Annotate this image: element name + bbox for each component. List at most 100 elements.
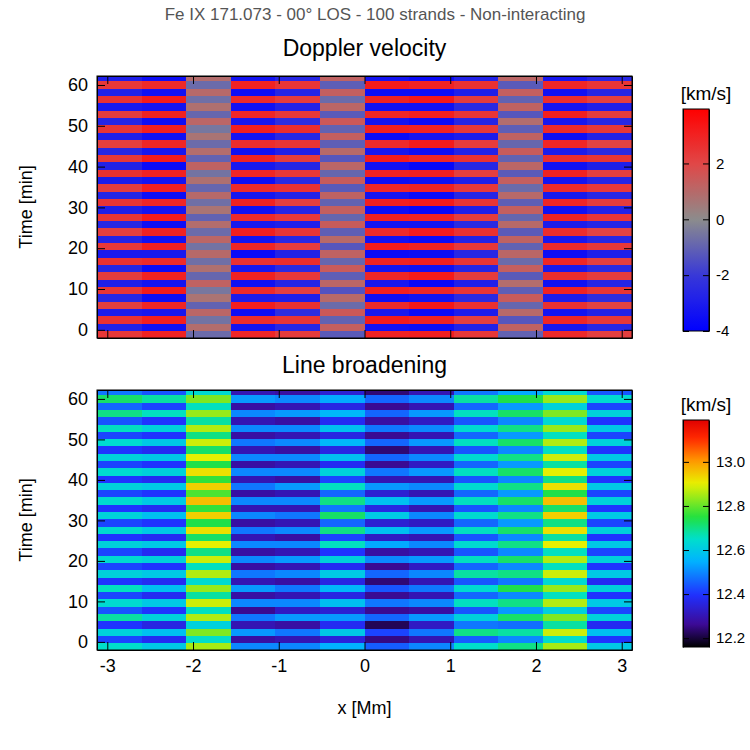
tick: 40 xyxy=(68,470,105,490)
tick-label: 12.4 xyxy=(716,585,745,602)
cell xyxy=(231,439,276,447)
tick-label: 0 xyxy=(716,211,724,228)
cell xyxy=(231,206,276,214)
cell xyxy=(454,395,499,403)
cell xyxy=(186,103,231,111)
cell xyxy=(275,235,320,243)
colorbar-axis-left xyxy=(683,421,689,648)
cell xyxy=(320,110,365,118)
cell xyxy=(543,220,588,228)
axis-line xyxy=(709,421,710,648)
cell xyxy=(498,331,543,338)
tick-mark xyxy=(97,207,105,208)
cell xyxy=(275,446,320,454)
cell xyxy=(320,504,365,512)
cell xyxy=(97,402,142,410)
colorbar-title: [km/s] xyxy=(681,83,732,104)
cell xyxy=(587,563,632,571)
tick xyxy=(193,76,194,84)
colorbar-axis: -4-202 xyxy=(703,110,729,340)
cell xyxy=(498,606,543,614)
cell xyxy=(97,184,142,192)
cell xyxy=(498,220,543,228)
cell xyxy=(587,118,632,126)
cell xyxy=(320,132,365,140)
cell xyxy=(409,294,454,302)
cell xyxy=(231,287,276,295)
tick-label: 1 xyxy=(446,656,456,676)
x-axis: -3-2-10123 xyxy=(98,642,633,676)
cell xyxy=(186,118,231,126)
cell xyxy=(231,584,276,592)
cell xyxy=(365,206,410,214)
cell xyxy=(97,191,142,199)
cell xyxy=(186,548,231,556)
cell xyxy=(543,592,588,600)
cell xyxy=(142,504,187,512)
cell xyxy=(454,468,499,476)
tick xyxy=(365,330,366,338)
axis-line xyxy=(683,421,684,648)
cell xyxy=(454,497,499,505)
cell xyxy=(543,635,588,643)
cell xyxy=(231,577,276,585)
tick-mark xyxy=(97,289,105,290)
cell xyxy=(142,162,187,170)
tick-mark xyxy=(683,506,689,507)
cell xyxy=(498,555,543,563)
cell xyxy=(454,402,499,410)
cell xyxy=(320,635,365,643)
cell xyxy=(409,220,454,228)
cell xyxy=(186,154,231,162)
cell xyxy=(409,81,454,89)
cell xyxy=(365,570,410,578)
cell xyxy=(409,482,454,490)
cell xyxy=(454,331,499,338)
cell xyxy=(543,81,588,89)
cell xyxy=(320,584,365,592)
tick xyxy=(193,330,194,338)
cell xyxy=(320,555,365,563)
cell xyxy=(97,88,142,96)
cell xyxy=(231,279,276,287)
cell xyxy=(454,533,499,541)
cell xyxy=(142,519,187,527)
cell xyxy=(320,96,365,104)
cell xyxy=(365,475,410,483)
cell xyxy=(587,635,632,643)
tick: 50 xyxy=(68,116,105,136)
cell xyxy=(454,482,499,490)
cell xyxy=(454,176,499,184)
cell xyxy=(275,439,320,447)
cell xyxy=(498,169,543,177)
tick-mark xyxy=(536,642,537,650)
cell xyxy=(186,402,231,410)
cell xyxy=(231,468,276,476)
cell xyxy=(543,154,588,162)
cell xyxy=(186,424,231,432)
cell xyxy=(97,424,142,432)
cell xyxy=(97,331,142,338)
cell xyxy=(587,533,632,541)
cell xyxy=(142,81,187,89)
cell xyxy=(142,511,187,519)
cell xyxy=(587,125,632,133)
cell xyxy=(454,250,499,258)
cell xyxy=(587,184,632,192)
cell xyxy=(97,584,142,592)
cell xyxy=(97,147,142,155)
cell xyxy=(498,316,543,324)
cell xyxy=(231,475,276,483)
cell xyxy=(97,628,142,636)
cell xyxy=(587,555,632,563)
tick-mark xyxy=(536,390,537,398)
tick-mark xyxy=(624,520,632,521)
cell xyxy=(587,81,632,89)
cell xyxy=(454,424,499,432)
cell xyxy=(498,191,543,199)
tick: 2 xyxy=(531,642,541,676)
cell xyxy=(543,103,588,111)
cell xyxy=(454,279,499,287)
cell xyxy=(498,519,543,527)
cell xyxy=(409,125,454,133)
